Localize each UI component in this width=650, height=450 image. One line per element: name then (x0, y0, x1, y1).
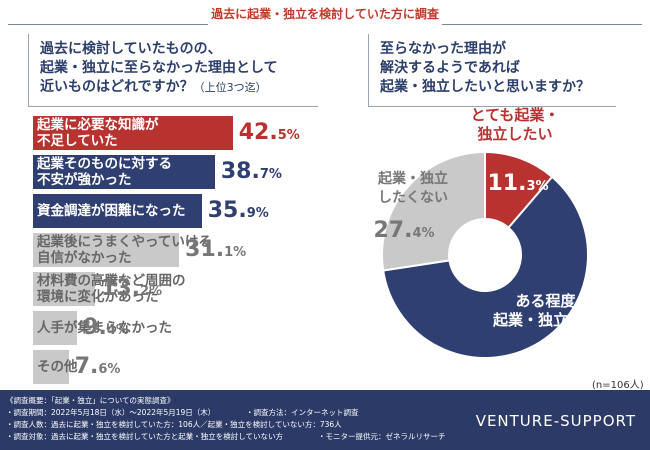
bar-value-label: 9.4% (83, 315, 129, 340)
bar-chart: 起業に必要な知識が 不足していた 42.5% 起業そのものに対する 不安が強かった 38.… (33, 116, 300, 384)
bar-label-line: 環境に変化があった (37, 289, 159, 305)
donut-category-label: したくない (378, 190, 448, 206)
bar-value-number: 35. (207, 198, 247, 223)
bar-value-label: 38.7% (221, 159, 282, 184)
bar-label: 起業そのものに対する 不安が強かった (37, 156, 172, 188)
bar (33, 116, 233, 150)
donut-category-label: とても起業・ (471, 106, 560, 124)
right-question: 至らなかった理由が 解決するようであれば 起業・独立したいと思いますか？ (380, 40, 590, 97)
bar-value-unit: 9% (246, 206, 269, 221)
bar-label-line: 材料費の高騰など周囲の (37, 273, 186, 289)
donut-slice (381, 150, 486, 272)
left-question-border (28, 34, 29, 106)
donut-chart: とても起業・独立したい11.3%ある程度、起業・独立したい61.3%起業・独立し… (373, 106, 613, 371)
survey-target: ・調査対象：過去に起業・独立を検討していた方と起業・独立を検討していない方 (6, 432, 284, 441)
bar-label: 材料費の高騰など周囲の 環境に変化があった (37, 273, 186, 305)
donut-value-label: 61.3% (525, 346, 586, 371)
donut-value-number: 27. (373, 218, 412, 243)
bar-label-line: 不安が強かった (37, 172, 132, 188)
bar-value-label: 7.6% (75, 354, 121, 379)
right-question-line: 解決するようであれば (380, 60, 520, 76)
left-question-underline (28, 106, 318, 107)
right-question-line: 起業・独立したいと思いますか？ (380, 79, 590, 95)
right-question-line: 至らなかった理由が (380, 41, 506, 57)
bar-label-line: 人手が集まらなかった (37, 320, 172, 336)
donut-value-number: 61. (525, 346, 564, 371)
bar-label-line: 不足していた (37, 133, 118, 149)
bar-value-unit: 6% (98, 362, 121, 377)
donut-slice (382, 175, 589, 359)
bar-value-unit: 2% (140, 284, 163, 299)
bar-label-line: 起業に必要な知識が (37, 117, 159, 133)
bar (33, 194, 202, 228)
bar-label: 人手が集まらなかった (37, 320, 172, 336)
bar (33, 155, 215, 189)
survey-title: 《調査概要：「起業・独立」についての実態調査》 (6, 396, 175, 405)
bar (33, 272, 96, 306)
donut-value-label: 27.4% (373, 218, 434, 243)
left-question-line-text: 近いものはどれですか？ (40, 79, 194, 95)
donut-value-number: 11. (487, 171, 526, 196)
bar-value-number: 31. (185, 237, 225, 262)
bar-value-number: 13. (101, 276, 141, 301)
bar-label-line: その他 (37, 359, 78, 375)
header-rule-right (442, 24, 642, 25)
bar (33, 350, 69, 384)
sample-size-note: (n=106人) (592, 380, 644, 391)
right-question-border (368, 34, 369, 106)
donut-value-label: 11.3% (487, 171, 548, 196)
bar-value-number: 38. (220, 159, 260, 184)
donut-value-unit: 4% (412, 226, 434, 241)
left-question-line: 起業・独立に至らなかった理由として (40, 60, 278, 76)
right-question-underline (368, 106, 616, 107)
donut-value-unit: 3% (564, 354, 586, 369)
donut-category-label: 独立したい (477, 125, 552, 143)
header-rule-left (8, 24, 208, 25)
bar-value-label: 13.2% (101, 276, 162, 301)
footer: 《調査概要：「起業・独立」についての実態調査》 ・調査期間：2022年5月18日… (0, 390, 650, 450)
bar-label-line: 資金調達が困難になった (37, 203, 186, 219)
bar-value-unit: 5% (277, 128, 300, 143)
header-title: 過去に起業・独立を検討していた方に調査 (211, 7, 439, 21)
bar-label-line: 起業そのものに対する (37, 156, 172, 172)
left-question-line-3: 近いものはどれですか？（上位3つ迄） (40, 78, 278, 97)
left-question-suffix: （上位3つ迄） (193, 81, 267, 94)
left-question-line: 過去に検討していたものの、 (40, 41, 222, 57)
donut-category-label: ある程度、 (515, 292, 590, 310)
bar-value-label: 42.5% (239, 120, 300, 145)
bar-label: その他 (37, 359, 78, 375)
survey-method: ・調査方法：インターネット調査 (246, 408, 359, 417)
bar-value-number: 9. (83, 315, 107, 340)
bar-label: 起業後にうまくやっていける 自信がなかった (37, 234, 212, 266)
survey-count: ・調査人数：過去に起業・独立を検討していた方：106人／起業・独立を検討していな… (6, 420, 342, 429)
donut-value-unit: 3% (526, 179, 548, 194)
bar-value-label: 31.1% (185, 237, 246, 262)
bar-label: 起業に必要な知識が 不足していた (37, 117, 159, 149)
bar-label-line: 起業後にうまくやっていける (37, 234, 212, 250)
bar-value-number: 7. (74, 354, 99, 379)
survey-period: ・調査期間：2022年5月18日（水）～2022年5月19日（木） (6, 408, 216, 417)
donut-category-label: 起業・独立 (377, 170, 448, 187)
bar-value-number: 42. (238, 120, 278, 145)
bar-label: 資金調達が困難になった (37, 203, 186, 219)
survey-provider: ・モニター提供元：ゼネラルリサーチ (318, 432, 446, 441)
left-question: 過去に検討していたものの、 起業・独立に至らなかった理由として 近いものはどれで… (40, 40, 278, 97)
bar-value-label: 35.9% (208, 198, 269, 223)
header: 過去に起業・独立を検討していた方に調査 (0, 0, 650, 26)
bar (33, 233, 180, 267)
brand-logo: VENTURE-SUPPORT (475, 412, 636, 430)
bar (33, 311, 78, 345)
bar-value-unit: 1% (224, 245, 247, 260)
donut-category-label: 起業・独立したい (492, 311, 613, 329)
bar-value-unit: 7% (259, 167, 282, 182)
bar-label-line: 自信がなかった (37, 250, 132, 266)
bar-value-unit: 4% (106, 323, 129, 338)
